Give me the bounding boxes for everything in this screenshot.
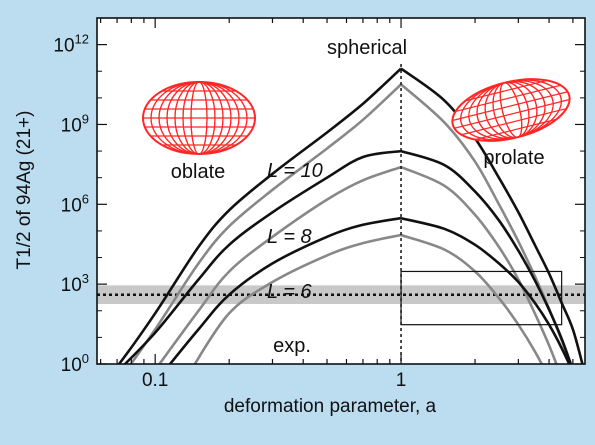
plot-area: 0.1 1 100 103 106 109 1012 — [53, 17, 586, 391]
curve-4-oblate-branch — [157, 165, 402, 364]
y-tick-label: 103 — [61, 271, 89, 296]
y-axis-title: T1/2 of 94Ag (21+) — [14, 111, 35, 270]
l6-label: L = 6 — [267, 281, 313, 303]
x-axis-title: deformation parameter, a — [224, 396, 437, 417]
curve-6-prolate-branch — [400, 233, 544, 364]
curve-5-prolate-branch — [400, 216, 571, 364]
l10-label: L = 10 — [267, 160, 323, 182]
mesh-parallel — [455, 84, 561, 113]
curve-4-prolate-branch — [400, 165, 558, 364]
l8-label: L = 8 — [267, 226, 312, 248]
mesh-parallel — [454, 98, 570, 129]
experiment-band — [97, 285, 585, 304]
x-tick-label: 0.1 — [142, 370, 168, 391]
overlay-layer — [400, 64, 563, 364]
curve-5-oblate-branch — [168, 216, 402, 364]
prolate-label: prolate — [483, 147, 544, 169]
mesh-meridian — [460, 79, 562, 141]
curve-3-oblate-branch — [123, 149, 402, 364]
oblate-nucleus-icon — [142, 81, 256, 155]
oblate-label: oblate — [171, 161, 226, 183]
plot-frame — [96, 17, 586, 365]
highlight-box — [400, 270, 563, 326]
mesh-parallel — [474, 118, 557, 141]
y-tick-label: 109 — [61, 111, 89, 136]
y-tick-label: 1012 — [53, 32, 89, 57]
y-tick-label: 106 — [61, 191, 89, 216]
spherical-label: spherical — [327, 37, 407, 59]
curve-3-prolate-branch — [400, 149, 573, 364]
y-tick-label: 100 — [61, 351, 89, 376]
prolate-nucleus-icon — [451, 78, 571, 142]
exp-label: exp. — [273, 335, 311, 357]
tick-layer: 0.1 1 100 103 106 109 1012 — [53, 18, 585, 391]
mesh-parallel — [461, 107, 567, 136]
curve-6-oblate-branch — [193, 233, 402, 364]
curve-1-oblate-branch — [117, 67, 402, 364]
mesh-parallel — [465, 79, 548, 102]
x-tick-label: 1 — [396, 370, 407, 391]
experiment-band-layer — [97, 285, 585, 304]
curve-2-oblate-branch — [129, 83, 402, 364]
curve-layer — [117, 67, 584, 364]
mesh-parallel — [452, 91, 568, 122]
